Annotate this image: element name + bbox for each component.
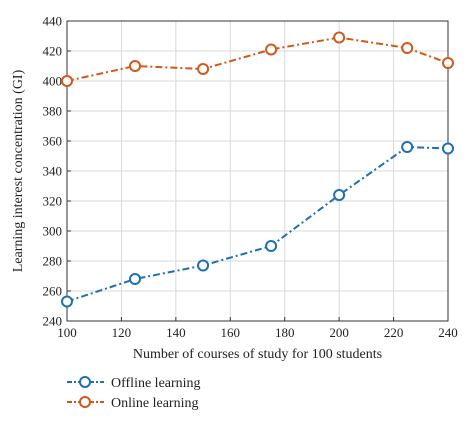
axis-ticks: 100 120 140 160 180 200 220 240 240 260 280 300 320 3…	[43, 14, 458, 341]
data-point	[401, 42, 414, 54]
x-tick-label: 160	[221, 325, 241, 340]
y-tick-label: 360	[43, 134, 63, 149]
data-point	[333, 189, 346, 201]
data-point	[197, 259, 210, 272]
x-tick-label: 120	[112, 325, 132, 340]
data-point	[129, 60, 142, 72]
x-tick-label: 100	[57, 325, 77, 340]
legend-item: Offline learning	[67, 376, 201, 391]
legend: Offline learning Online learning	[67, 376, 201, 411]
data-point	[61, 295, 73, 308]
x-tick-label: 240	[438, 325, 458, 340]
legend-label: Offline learning	[111, 376, 201, 391]
x-tick-label: 180	[275, 325, 295, 340]
series-layer	[61, 31, 454, 308]
y-axis-title: Learning interest concentration (GI)	[11, 69, 26, 272]
data-point	[401, 141, 414, 153]
data-point	[442, 57, 454, 69]
y-tick-label: 380	[43, 104, 63, 119]
data-point	[61, 75, 73, 87]
series-line	[66, 145, 449, 303]
y-tick-label: 240	[43, 314, 63, 329]
y-tick-label: 280	[43, 254, 63, 269]
data-point	[333, 31, 346, 44]
y-tick-label: 440	[43, 14, 63, 29]
series-1	[61, 31, 454, 87]
y-tick-label: 260	[43, 284, 63, 299]
legend-item: Online learning	[67, 396, 198, 411]
series-0	[61, 141, 454, 308]
y-tick-label: 400	[43, 74, 63, 89]
x-tick-label: 220	[384, 325, 404, 340]
legend-marker	[79, 376, 91, 388]
data-point	[265, 240, 278, 252]
y-tick-label: 340	[43, 164, 63, 179]
legend-label: Online learning	[111, 396, 198, 411]
x-tick-label: 140	[166, 325, 186, 340]
grid-lines	[66, 20, 449, 322]
y-tick-label: 320	[43, 194, 63, 209]
data-point	[265, 43, 278, 56]
y-tick-label: 420	[43, 44, 63, 59]
x-tick-label: 200	[329, 325, 349, 340]
x-axis-title: Number of courses of study for 100 stude…	[133, 347, 382, 362]
series-line	[66, 36, 449, 82]
y-tick-label: 300	[43, 224, 63, 239]
data-point	[129, 273, 142, 285]
legend-marker	[79, 396, 91, 408]
data-point	[197, 63, 210, 75]
data-point	[442, 142, 454, 155]
